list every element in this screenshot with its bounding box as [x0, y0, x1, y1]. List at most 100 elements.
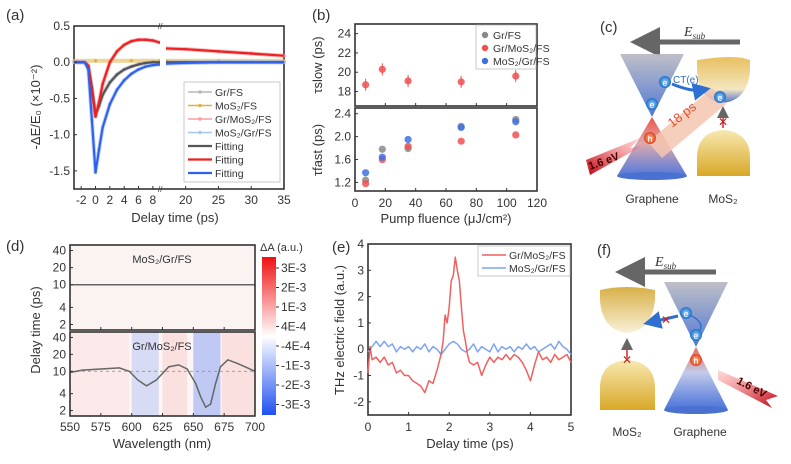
panel-f-label: (f)	[597, 242, 611, 259]
panel-a: (a) -2 0 2 4 6 8 20 25 30 35 // // 0.5 0.0 -0.5 -1.0 -1.…	[6, 7, 291, 225]
electron-label: e	[693, 331, 698, 341]
x-tick-label: 2	[106, 193, 113, 207]
x-tick-label: 20	[179, 193, 193, 207]
graphene-conduction-cone	[664, 282, 728, 347]
panel-b-upper-ylabel: τslow (ps)	[310, 36, 325, 93]
charge-transfer-label: CT(e)	[673, 75, 699, 86]
colorbar-tick-label: -2E-3	[281, 378, 311, 392]
y-tick-label: 40	[53, 244, 67, 258]
y-tick-label: 2	[59, 317, 66, 331]
mos2-label: MoS₂	[708, 192, 738, 206]
electron-label: e	[717, 93, 722, 103]
legend-box	[477, 245, 571, 277]
data-point	[378, 153, 386, 161]
laser-pulse-icon	[718, 370, 778, 408]
panel-d-xlabel: Wavelength (nm)	[113, 436, 212, 451]
colorbar-tick-label: 3E-3	[281, 261, 307, 275]
x-tick-label: 625	[152, 420, 172, 434]
x-tick-label: 35	[277, 193, 291, 207]
panel-e-frame	[367, 243, 572, 416]
panel-e-series	[367, 256, 572, 394]
colorbar	[262, 257, 276, 415]
legend-marker	[481, 31, 489, 39]
panel-d: (d) 550 575 600 625 650 675 700 40 40 20 20 10 10 4 4 2…	[6, 238, 311, 451]
data-point	[512, 118, 520, 126]
break-mark-icon: //	[158, 22, 163, 31]
legend-label: MoS₂/FS	[215, 101, 257, 113]
data-point	[404, 142, 412, 150]
panel-a-ylabel: -ΔE/E₀ (×10⁻²)	[28, 65, 43, 150]
y-tick-label: -0.5	[49, 91, 70, 105]
series-line	[74, 61, 161, 174]
charge-transfer-arrow-icon	[671, 82, 711, 101]
y-tick-label: 2	[59, 404, 66, 418]
panel-b: (b) 0 20 40 60 80 100 120242220182.42.01.61.2 …	[310, 7, 550, 226]
legend-label: MoS₂/Gr/FS	[493, 56, 550, 68]
y-tick-label: 1.6	[334, 153, 351, 167]
panel-f: (f) Esub e e ✕ h ✕ 1.6 eV MoS₂ Graphene	[597, 242, 778, 439]
panel-a-xlabel: Delay time (ps)	[131, 210, 218, 225]
panel-b-lower-ylabel: τfast (ps)	[310, 124, 325, 176]
axis-break	[160, 27, 166, 188]
x-tick-label: 30	[245, 193, 259, 207]
legend-marker	[481, 57, 489, 65]
x-tick-label: 0	[352, 196, 359, 210]
hole-icon	[644, 132, 656, 144]
electron-icon	[659, 76, 671, 88]
x-tick-label: -2	[76, 193, 87, 207]
break-mark-icon: //	[158, 185, 163, 194]
y-tick-label: 4	[357, 237, 364, 251]
heatmap-band	[193, 332, 221, 416]
legend-marker	[198, 90, 202, 94]
y-tick-label: 0.0	[53, 55, 70, 69]
y-tick-label: 18	[338, 85, 352, 99]
mos2-valence-band	[697, 130, 750, 176]
data-point	[457, 78, 465, 86]
x-tick-label: 25	[212, 193, 226, 207]
x-tick-label: 700	[245, 420, 265, 434]
blocked-cross-icon: ✕	[622, 353, 632, 367]
legend-marker	[198, 130, 202, 135]
panel-b-points	[362, 63, 520, 188]
x-tick-label: 5	[568, 420, 575, 434]
x-tick-label: 675	[214, 420, 234, 434]
panel-b-ticks: 0 20 40 60 80 100 120 24 22 20 18 2.4 2.0 1.6 1.2	[334, 27, 547, 210]
legend-label: Gr/MoS₂/FS	[493, 43, 550, 55]
x-tick-label: 4	[527, 420, 534, 434]
panel-e-ticks: 0 1 2 3 4 5 4 3 2 1 0 -1 -2	[353, 237, 574, 434]
x-tick-label: 4	[121, 193, 128, 207]
data-point	[512, 131, 520, 139]
heatmap-band	[70, 332, 130, 416]
x-tick-label: 6	[135, 193, 142, 207]
graphene-label: Graphene	[673, 425, 727, 439]
y-tick-label: 40	[53, 330, 67, 344]
x-tick-label: 80	[470, 196, 484, 210]
data-point	[457, 123, 465, 132]
x-tick-label: 2	[446, 420, 453, 434]
legend-label: Fitting	[215, 141, 244, 153]
y-tick-label: 20	[338, 65, 352, 79]
electron-label: e	[649, 100, 654, 110]
x-tick-label: 600	[122, 420, 142, 434]
legend-label: Gr/FS	[215, 87, 243, 99]
field-label: Esub	[654, 255, 677, 271]
data-point	[378, 65, 386, 73]
laser-pulse-icon	[586, 138, 642, 175]
y-tick-label: 22	[338, 46, 352, 60]
data-point	[404, 77, 412, 85]
legend-label: MoS₂/Gr/FS	[215, 128, 272, 140]
data-point	[362, 179, 370, 188]
field-label: Esub	[683, 25, 706, 41]
data-point	[457, 137, 465, 145]
relaxation-arrow-icon	[689, 314, 702, 331]
graphene-valence-cone	[664, 347, 728, 410]
legend-label: Gr/MoS₂/FS	[215, 114, 272, 126]
colorbar-tick-label: -4E-4	[281, 339, 311, 353]
legend-label: Fitting	[215, 168, 244, 180]
y-tick-label: -1	[353, 369, 364, 383]
panel-e-ylabel: THz electric field (a.u.)	[332, 265, 347, 395]
panel-a-legend: Gr/FSMoS₂/FSGr/MoS₂/FSMoS₂/Gr/FSFittingF…	[183, 81, 281, 183]
panel-a-frame	[73, 25, 285, 190]
y-tick-label: 4	[59, 387, 66, 401]
legend-marker	[198, 103, 202, 108]
